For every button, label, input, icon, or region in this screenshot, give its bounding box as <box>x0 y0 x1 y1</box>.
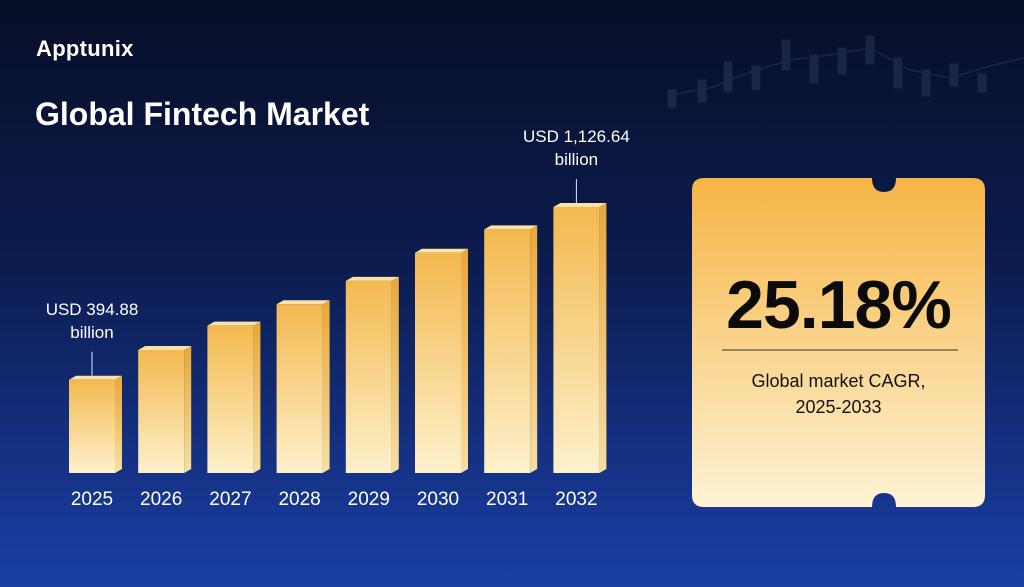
x-tick-label: 2032 <box>555 489 598 510</box>
bar <box>207 325 254 473</box>
decoration <box>667 35 1024 109</box>
value-label: USD 1,126.64 billion <box>522 127 630 169</box>
x-tick-label: 2028 <box>278 489 321 510</box>
callout-card <box>692 178 985 507</box>
bar-side <box>115 375 122 473</box>
bar-side <box>184 345 192 473</box>
x-tick-label: 2025 <box>70 489 114 510</box>
bar-side <box>461 248 468 473</box>
bar-top <box>276 300 330 305</box>
callout-value: 25.18% <box>726 267 952 343</box>
bar <box>276 304 323 473</box>
bar <box>345 280 392 473</box>
x-tick-label: 2030 <box>416 489 460 510</box>
bar-top <box>207 321 261 326</box>
x-tick-label: 2031 <box>486 489 529 510</box>
bar-side <box>599 203 607 473</box>
bar-top <box>138 345 192 350</box>
bar <box>138 349 185 473</box>
bar-side <box>391 276 399 473</box>
callout-caption: Global market CAGR, 2025-2033 <box>751 371 926 417</box>
value-label: USD 394.88 billion <box>45 299 139 342</box>
brand: Apptunix <box>36 36 134 61</box>
x-tick-label: 2029 <box>347 489 390 510</box>
chart-title: Global Fintech Market <box>35 96 370 132</box>
bar-side <box>322 300 330 473</box>
bar-side <box>253 321 261 473</box>
x-tick-label: 2027 <box>209 489 252 510</box>
bar-side <box>530 225 538 473</box>
bar-top <box>484 225 538 230</box>
bar-top <box>415 248 468 253</box>
bar <box>553 207 600 473</box>
x-tick-label: 2026 <box>140 489 183 510</box>
bar-top <box>553 203 607 207</box>
bar <box>415 252 461 473</box>
bar-top <box>69 375 122 380</box>
bar-top <box>345 276 399 281</box>
bar <box>484 229 531 473</box>
bar <box>69 379 115 473</box>
